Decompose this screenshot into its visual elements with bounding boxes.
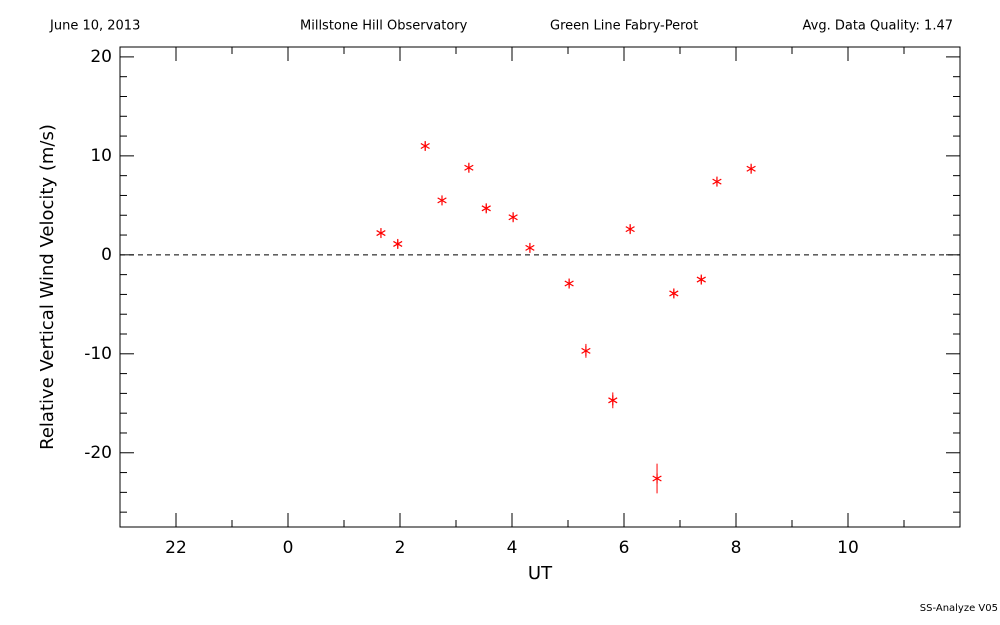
asterisk-arm bbox=[464, 164, 474, 171]
data-point bbox=[712, 176, 722, 187]
y-tick-label: 20 bbox=[90, 47, 112, 67]
data-point bbox=[625, 224, 635, 235]
asterisk-arm bbox=[652, 475, 662, 482]
header-site: Millstone Hill Observatory bbox=[300, 19, 468, 34]
asterisk-arm bbox=[712, 178, 722, 185]
data-point bbox=[581, 345, 591, 356]
asterisk-arm bbox=[525, 244, 535, 251]
x-axis-label: UT bbox=[528, 563, 553, 584]
asterisk-arm bbox=[669, 290, 679, 297]
asterisk-arm bbox=[608, 397, 618, 404]
data-point bbox=[393, 238, 403, 249]
data-point bbox=[746, 163, 756, 174]
x-tick-label: 2 bbox=[395, 538, 406, 558]
asterisk-arm bbox=[564, 280, 574, 287]
y-tick-label: -10 bbox=[84, 344, 112, 364]
footer: SS-Analyze V05 bbox=[920, 603, 998, 614]
y-tick-label: 0 bbox=[101, 245, 112, 265]
asterisk-arm bbox=[746, 165, 756, 172]
x-tick-label: 4 bbox=[507, 538, 518, 558]
asterisk-arm bbox=[481, 205, 491, 212]
data-point bbox=[652, 473, 662, 484]
data-point bbox=[608, 395, 618, 406]
y-tick-label: 10 bbox=[90, 146, 112, 166]
asterisk-arm bbox=[581, 347, 591, 354]
header-instrument: Green Line Fabry-Perot bbox=[550, 19, 698, 34]
data-point bbox=[437, 195, 447, 206]
data-point bbox=[564, 278, 574, 289]
asterisk-arm bbox=[376, 230, 386, 237]
data-point bbox=[376, 228, 386, 239]
data-point bbox=[508, 212, 518, 223]
y-tick-label: -20 bbox=[84, 443, 112, 463]
asterisk-arm bbox=[437, 197, 447, 204]
asterisk-arm bbox=[393, 240, 403, 247]
y-axis-label: Relative Vertical Wind Velocity (m/s) bbox=[37, 124, 58, 450]
header-quality: Avg. Data Quality: 1.47 bbox=[803, 19, 953, 34]
asterisk-arm bbox=[696, 276, 706, 283]
header-date: June 10, 2013 bbox=[49, 19, 140, 34]
asterisk-arm bbox=[625, 226, 635, 233]
data-point bbox=[669, 288, 679, 299]
data-point bbox=[525, 242, 535, 253]
plot-frame bbox=[119, 46, 961, 528]
data-point bbox=[464, 162, 474, 173]
data-point bbox=[420, 140, 430, 151]
x-tick-label: 0 bbox=[283, 538, 294, 558]
asterisk-arm bbox=[420, 142, 430, 149]
asterisk-arm bbox=[508, 214, 518, 221]
x-tick-label: 10 bbox=[837, 538, 859, 558]
x-tick-label: 6 bbox=[619, 538, 630, 558]
data-point bbox=[696, 274, 706, 285]
x-tick-label: 22 bbox=[165, 538, 187, 558]
data-point bbox=[481, 203, 491, 214]
x-tick-label: 8 bbox=[731, 538, 742, 558]
